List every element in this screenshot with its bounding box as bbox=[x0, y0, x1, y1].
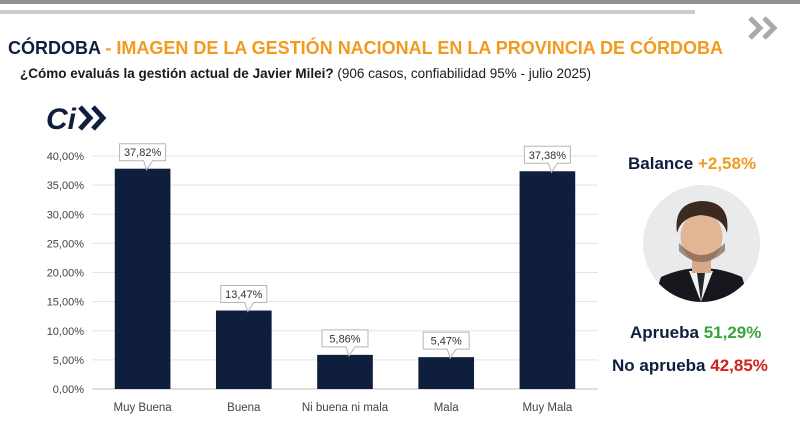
brand-logo: Ci bbox=[46, 103, 107, 136]
y-tick-label: 25,00% bbox=[47, 238, 85, 250]
page-title: CÓRDOBA - IMAGEN DE LA GESTIÓN NACIONAL … bbox=[8, 38, 723, 59]
title-region: CÓRDOBA bbox=[8, 38, 101, 58]
y-tick-label: 40,00% bbox=[47, 151, 85, 163]
y-tick-label: 30,00% bbox=[47, 209, 85, 221]
balance-value: +2,58% bbox=[697, 154, 757, 173]
balance-stat: Balance +2,58% bbox=[628, 154, 756, 174]
approve-label: Aprueba bbox=[630, 323, 704, 342]
x-tick-label: Buena bbox=[227, 402, 261, 414]
data-label: 5,47% bbox=[431, 336, 462, 348]
y-tick-label: 15,00% bbox=[47, 297, 85, 309]
data-label-callout bbox=[119, 143, 167, 171]
logo-text: Ci bbox=[46, 103, 77, 136]
x-tick-label: Muy Buena bbox=[114, 402, 173, 414]
data-label-callout bbox=[220, 285, 268, 313]
title-separator: - bbox=[100, 38, 117, 58]
page-subtitle: ¿Cómo evaluás la gestión actual de Javie… bbox=[20, 66, 591, 81]
bar-chart: 0,00% 5,00% 10,00% 15,00% 20,00% 25,00% 30,00%… bbox=[47, 143, 598, 414]
data-label-callout bbox=[321, 329, 369, 357]
data-label-callout bbox=[523, 145, 571, 174]
data-label: 13,47% bbox=[225, 289, 263, 301]
double-chevron-right-icon bbox=[78, 105, 107, 131]
y-tick-label: 35,00% bbox=[47, 180, 85, 192]
bar bbox=[317, 354, 373, 389]
top-bar-dark-line bbox=[0, 0, 800, 4]
data-label: 37,38% bbox=[529, 150, 567, 162]
bar bbox=[418, 357, 475, 389]
bar bbox=[114, 168, 171, 389]
bar bbox=[519, 171, 576, 389]
survey-question: ¿Cómo evaluás la gestión actual de Javie… bbox=[20, 66, 334, 81]
disapprove-value: 42,85% bbox=[710, 356, 768, 375]
title-rest: IMAGEN DE LA GESTIÓN NACIONAL EN LA PROV… bbox=[116, 38, 724, 58]
disapprove-label: No aprueba bbox=[612, 356, 711, 375]
y-tick-label: 10,00% bbox=[47, 326, 85, 338]
data-label: 37,82% bbox=[124, 147, 162, 159]
person-portrait-icon bbox=[643, 185, 760, 302]
y-tick-label: 5,00% bbox=[53, 355, 84, 367]
disapprove-stat: No aprueba 42,85% bbox=[612, 356, 768, 376]
y-tick-label: 0,00% bbox=[53, 384, 84, 396]
approve-stat: Aprueba 51,29% bbox=[630, 323, 761, 343]
approve-value: 51,29% bbox=[703, 323, 762, 342]
data-label-callout bbox=[422, 331, 470, 360]
x-tick-label: Ni buena ni mala bbox=[302, 402, 389, 414]
bar bbox=[215, 310, 272, 389]
data-label: 5,86% bbox=[329, 333, 360, 345]
y-tick-label: 20,00% bbox=[47, 268, 85, 280]
x-tick-label: Muy Mala bbox=[522, 402, 572, 414]
double-chevron-right-icon bbox=[748, 16, 778, 40]
survey-details: (906 casos, confiabilidad 95% - julio 20… bbox=[333, 66, 592, 81]
top-decorative-bar bbox=[0, 0, 800, 14]
summary-panel: Balance +2,58% Aprueba 51,29% No aprueba… bbox=[600, 150, 800, 430]
balance-label: Balance bbox=[628, 154, 698, 173]
x-tick-label: Mala bbox=[434, 402, 460, 414]
top-bar-light-line bbox=[0, 10, 695, 14]
